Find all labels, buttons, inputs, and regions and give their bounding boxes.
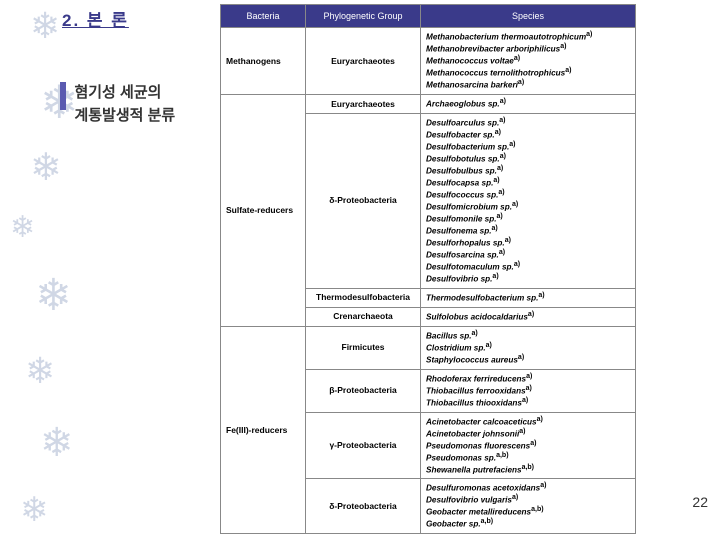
group-cell: γ-Proteobacteria bbox=[306, 412, 421, 479]
species-cell: Desulfoarculus sp.a)Desulfobacter sp.a)D… bbox=[421, 113, 636, 288]
group-cell: Euryarchaeotes bbox=[306, 94, 421, 113]
group-cell: β-Proteobacteria bbox=[306, 369, 421, 412]
bullet-icon bbox=[60, 82, 66, 110]
subtitle-line2: 계통발생적 분류 bbox=[74, 107, 175, 124]
section-title: 2. 본 론 bbox=[62, 11, 129, 30]
snowflake-icon: ❄ bbox=[10, 210, 35, 245]
bacteria-cell: Fe(III)-reducers bbox=[221, 326, 306, 534]
header-group: Phylogenetic Group bbox=[306, 5, 421, 28]
header-species: Species bbox=[421, 5, 636, 28]
background-snowflakes: ❄ ❄ ❄ ❄ ❄ ❄ ❄ ❄ bbox=[0, 0, 90, 540]
species-cell: Archaeoglobus sp.a) bbox=[421, 94, 636, 113]
species-cell: Rhodoferax ferrireducensa)Thiobacillus f… bbox=[421, 369, 636, 412]
snowflake-icon: ❄ bbox=[35, 270, 72, 321]
subtitle-text: 혐기성 세균의 계통발생적 분류 bbox=[74, 82, 175, 127]
species-cell: Sulfolobus acidocaldariusa) bbox=[421, 307, 636, 326]
table-header-row: Bacteria Phylogenetic Group Species bbox=[221, 5, 636, 28]
table-row: MethanogensEuryarchaeotesMethanobacteriu… bbox=[221, 28, 636, 95]
header-bacteria: Bacteria bbox=[221, 5, 306, 28]
group-cell: Firmicutes bbox=[306, 326, 421, 369]
subtitle-line1: 혐기성 세균의 bbox=[74, 84, 161, 101]
group-cell: Euryarchaeotes bbox=[306, 28, 421, 95]
snowflake-icon: ❄ bbox=[20, 490, 49, 530]
bacteria-cell: Methanogens bbox=[221, 28, 306, 95]
group-cell: δ-Proteobacteria bbox=[306, 479, 421, 534]
group-cell: δ-Proteobacteria bbox=[306, 113, 421, 288]
species-cell: Acinetobacter calcoaceticusa)Acinetobact… bbox=[421, 412, 636, 479]
snowflake-icon: ❄ bbox=[30, 5, 60, 47]
species-cell: Thermodesulfobacterium sp.a) bbox=[421, 288, 636, 307]
group-cell: Thermodesulfobacteria bbox=[306, 288, 421, 307]
section-title-block: 2. 본 론 bbox=[62, 6, 129, 31]
bacteria-cell: Sulfate-reducers bbox=[221, 94, 306, 326]
snowflake-icon: ❄ bbox=[30, 145, 62, 190]
species-cell: Desulfuromonas acetoxidansa)Desulfovibri… bbox=[421, 479, 636, 534]
snowflake-icon: ❄ bbox=[25, 350, 55, 392]
table-row: Fe(III)-reducersFirmicutesBacillus sp.a)… bbox=[221, 326, 636, 369]
species-cell: Bacillus sp.a)Clostridium sp.a)Staphyloc… bbox=[421, 326, 636, 369]
table-body: MethanogensEuryarchaeotesMethanobacteriu… bbox=[221, 28, 636, 534]
table-row: Sulfate-reducersEuryarchaeotesArchaeoglo… bbox=[221, 94, 636, 113]
snowflake-icon: ❄ bbox=[40, 420, 74, 466]
page-number: 22 bbox=[692, 494, 708, 510]
group-cell: Crenarchaeota bbox=[306, 307, 421, 326]
phylogenetic-table: Bacteria Phylogenetic Group Species Meth… bbox=[220, 4, 636, 534]
species-cell: Methanobacterium thermoautotrophicuma)Me… bbox=[421, 28, 636, 95]
subtitle-block: 혐기성 세균의 계통발생적 분류 bbox=[60, 82, 175, 127]
